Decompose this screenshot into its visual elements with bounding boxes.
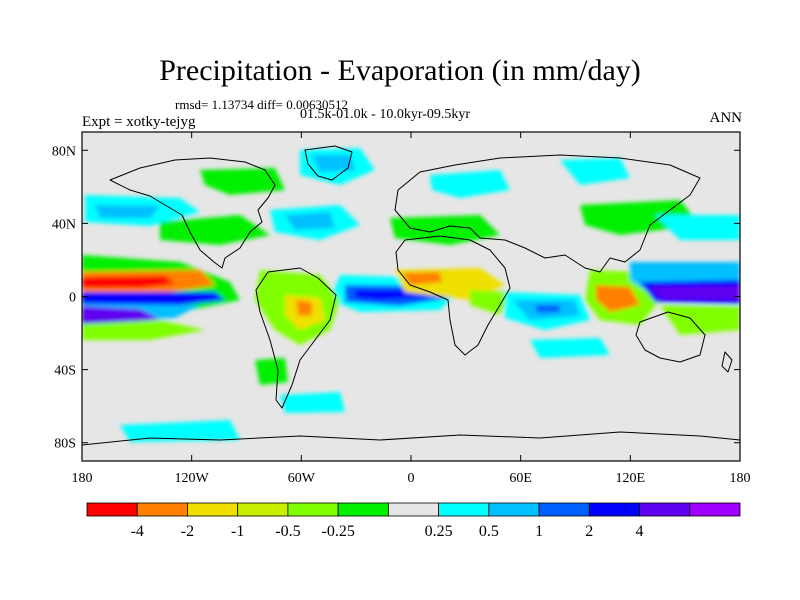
- lon-tick-label: 0: [408, 471, 415, 486]
- coastline-australia: [635, 311, 706, 363]
- coastline-eurasia: [394, 154, 701, 273]
- map-panel: 180 120W 60W 0 60E 120E 180 80N 40N 0 40S 80S: [52, 131, 751, 486]
- colorbar-swatch: [538, 502, 590, 517]
- lon-tick-label: 60W: [288, 471, 316, 486]
- colorbar-swatch: [337, 502, 389, 517]
- lat-tick-label: 80N: [52, 144, 76, 159]
- colorbar-label: -1: [231, 523, 244, 540]
- experiment-label: Expt = xotky-tejyg: [82, 114, 196, 130]
- lat-tick-label: 40N: [52, 217, 76, 232]
- anomaly-field: [82, 145, 740, 446]
- anomaly-patch: [390, 215, 500, 245]
- period-label: 01.5k-01.0k - 10.0kyr-09.5kyr: [300, 107, 471, 122]
- colorbar-label: 4: [636, 523, 644, 540]
- colorbar-label: -0.25: [321, 523, 354, 540]
- coastline-north-america: [109, 157, 276, 269]
- colorbar-label: 1: [535, 523, 543, 540]
- coastline-south-america: [255, 267, 337, 409]
- lon-tick-label: 180: [72, 471, 93, 486]
- lon-tick-label: 60E: [509, 471, 532, 486]
- colorbar-label: 2: [585, 523, 593, 540]
- colorbar-swatch: [136, 502, 188, 517]
- anomaly-patch: [285, 212, 335, 230]
- anomaly-patch: [596, 285, 640, 312]
- anomaly-patch: [82, 292, 225, 306]
- lon-tick-label: 180: [730, 471, 751, 486]
- season-label: ANN: [709, 110, 743, 126]
- lat-tick-label: 80S: [54, 437, 76, 452]
- anomaly-patch: [430, 170, 510, 198]
- colorbar-swatch: [639, 502, 691, 517]
- colorbar-swatch: [689, 502, 741, 517]
- colorbar-swatch: [588, 502, 640, 517]
- anomaly-patch: [296, 300, 312, 316]
- anomaly-patch: [650, 286, 740, 300]
- figure-title: Precipitation - Evaporation (in mm/day): [159, 54, 641, 87]
- coastline-antarctica: [82, 431, 740, 446]
- anomaly-patch: [255, 358, 288, 385]
- colorbar-swatch: [86, 502, 138, 517]
- coastline-africa: [395, 235, 511, 356]
- anomaly-patch: [280, 392, 345, 413]
- anomaly-patch: [655, 215, 740, 240]
- anomaly-patch: [82, 320, 205, 340]
- anomaly-patch: [312, 155, 355, 172]
- anomaly-patch: [120, 420, 240, 442]
- colorbar-swatch: [488, 502, 540, 517]
- anomaly-patch: [560, 158, 630, 185]
- anomaly-patch: [530, 338, 610, 358]
- colorbar-swatch: [438, 502, 490, 517]
- anomaly-patch: [660, 305, 740, 335]
- anomaly-patch: [535, 305, 560, 313]
- colorbar-label: -0.5: [275, 523, 300, 540]
- colorbar-label: 0.25: [425, 523, 453, 540]
- colorbar-label: -2: [181, 523, 194, 540]
- anomaly-patch: [82, 276, 175, 288]
- lon-tick-label: 120E: [616, 471, 646, 486]
- anomaly-patch: [160, 215, 270, 245]
- colorbar-label: 0.5: [479, 523, 499, 540]
- coastline-new-zealand: [721, 351, 733, 373]
- colorbar-swatch: [287, 502, 339, 517]
- axis-tick-labels: 180 120W 60W 0 60E 120E 180 80N 40N 0 40S 80S: [52, 144, 751, 486]
- axis-ticks: [81, 132, 741, 461]
- anomaly-patch: [82, 306, 160, 324]
- anomaly-patch: [470, 290, 510, 315]
- lat-tick-label: 0: [69, 291, 76, 306]
- colorbar-swatch: [187, 502, 239, 517]
- coastlines: [82, 145, 740, 446]
- colorbar-swatch: [237, 502, 289, 517]
- coastline-greenland: [304, 145, 353, 181]
- lat-tick-label: 40S: [54, 364, 76, 379]
- colorbar-label: -4: [131, 523, 144, 540]
- stats-label: rmsd= 1.13734 diff= 0.00630512: [175, 97, 348, 112]
- colorbar: -4 -2 -1 -0.5 -0.25 0.25 0.5 1 2 4: [86, 502, 741, 540]
- anomaly-patch: [402, 272, 442, 285]
- colorbar-swatch: [387, 502, 440, 517]
- anomaly-patch: [200, 168, 285, 195]
- lon-tick-label: 120W: [175, 471, 210, 486]
- anomaly-patch: [95, 205, 160, 218]
